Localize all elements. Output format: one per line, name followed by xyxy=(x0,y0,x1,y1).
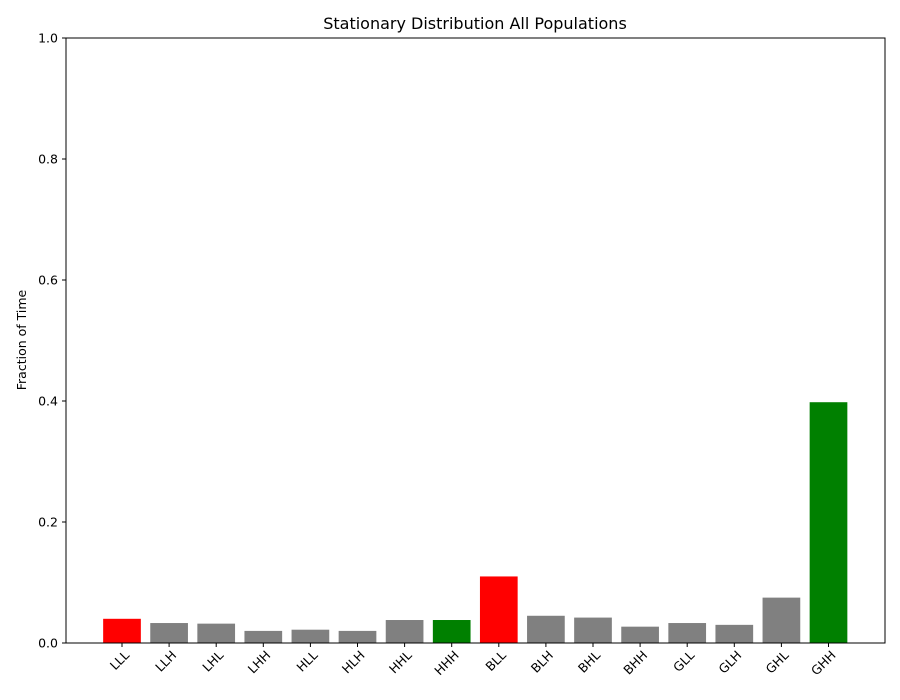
plot-frame xyxy=(65,37,886,644)
bar-ghl xyxy=(762,597,801,643)
bar-hll xyxy=(291,629,330,643)
bar-blh xyxy=(527,615,565,643)
chart-title: Stationary Distribution All Populations xyxy=(323,14,627,33)
bar-gll xyxy=(668,623,707,643)
x-tick-label: HLL xyxy=(293,647,320,674)
y-ticks-group: 0.0 0.2 0.4 0.6 0.8 1.0 xyxy=(38,31,66,651)
x-tick-label: LHH xyxy=(245,648,274,677)
bar-bhl xyxy=(574,617,612,643)
bar-hlh xyxy=(338,630,377,643)
bars-group xyxy=(103,402,848,643)
x-ticks-group: LLL LLH LHL LHH HLL HLH HHL HHH BLL BLH BHL BHH GLL G… xyxy=(107,643,839,678)
bar-hhl xyxy=(385,620,424,643)
bar-lll xyxy=(103,618,141,643)
x-tick-label: LLL xyxy=(107,647,132,672)
y-tick-label: 1.0 xyxy=(38,31,58,46)
x-tick-label: LHL xyxy=(199,647,226,674)
y-axis-label: Fraction of Time xyxy=(14,289,29,390)
x-tick-label: BHH xyxy=(620,648,650,678)
bar-lhh xyxy=(244,630,283,643)
bar-bhh xyxy=(621,626,659,643)
bar-ghh xyxy=(809,402,848,643)
x-tick-label: GLL xyxy=(670,647,697,674)
y-tick-label: 0.6 xyxy=(38,273,58,288)
x-tick-label: HHH xyxy=(431,648,462,679)
bar-glh xyxy=(715,624,754,643)
x-tick-label: GLH xyxy=(715,648,744,677)
x-tick-label: HLH xyxy=(339,648,368,677)
x-tick-label: BHL xyxy=(575,647,603,675)
x-tick-label: LLH xyxy=(152,648,179,675)
bar-llh xyxy=(150,623,188,643)
y-tick-label: 0.4 xyxy=(38,394,58,409)
y-tick-label: 0.0 xyxy=(38,636,58,651)
x-tick-label: BLL xyxy=(482,647,509,674)
y-tick-label: 0.2 xyxy=(38,515,58,530)
bar-hhh xyxy=(432,620,471,643)
x-tick-label: HHL xyxy=(386,647,415,676)
y-tick-label: 0.8 xyxy=(38,152,58,167)
x-tick-label: GHH xyxy=(808,648,839,679)
bar-bll xyxy=(479,576,518,643)
x-tick-label: BLH xyxy=(528,648,556,676)
x-tick-label: GHL xyxy=(762,647,791,676)
bar-lhl xyxy=(197,623,236,643)
